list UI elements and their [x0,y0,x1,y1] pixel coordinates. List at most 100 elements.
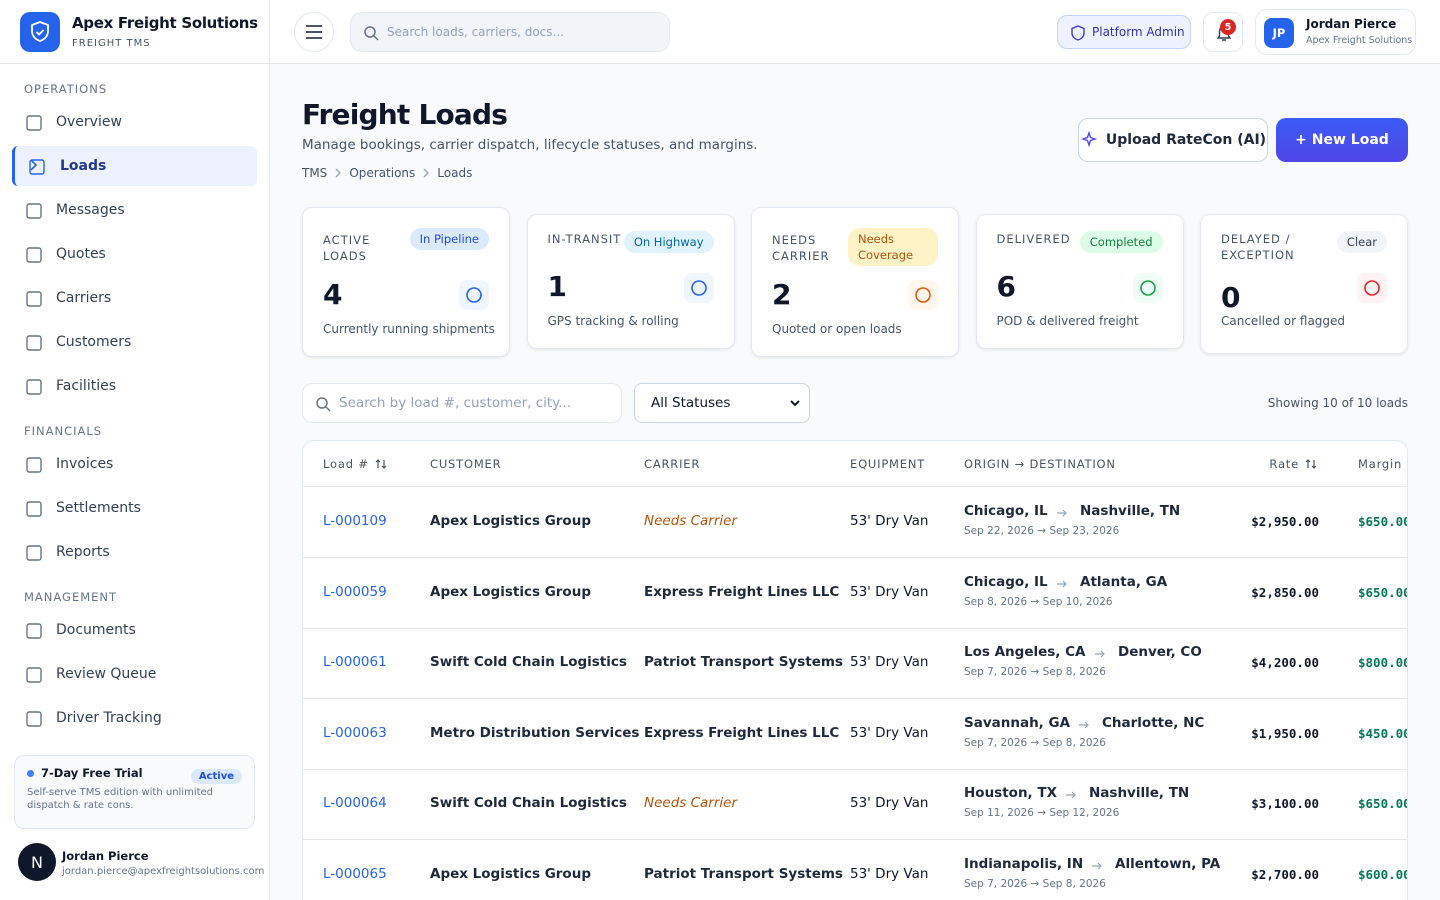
carrier: Patriot Transport Systems [644,654,843,671]
column-label: Margin [1358,456,1403,471]
stat-icon [683,273,714,303]
equipment: 53' Dry Van [850,866,929,882]
account-email: jordan.pierce@apexfreightsolutions.com [62,866,265,877]
column-label: EQUIPMENT [850,456,926,471]
brand-name: Apex Freight Solutions [72,14,258,32]
load-id[interactable]: L-000065 [323,866,387,882]
nav-item[interactable]: Driver Tracking [12,698,257,738]
load-id[interactable]: L-000063 [323,724,387,741]
nav-label: Invoices [56,456,114,472]
nav-item[interactable]: Loads [12,146,257,186]
page-title: Freight Loads [302,98,508,131]
breadcrumb[interactable]: Loads [437,166,473,180]
nav-item[interactable]: Review Queue [12,654,257,694]
equipment: 53' Dry Van [850,654,929,671]
carrier: Express Freight Lines LLC [644,724,840,741]
nav-item[interactable]: Settlements [12,488,257,528]
column-header: CUSTOMER [430,441,501,486]
topbar: Search loads, carriers, docs... Platform… [270,0,1440,64]
stat-value: 1 [547,270,567,303]
nav: OPERATIONS Overview Loads Messages Quotes Car… [0,64,269,740]
nav-label: Driver Tracking [56,710,162,726]
header-divider [303,486,1407,487]
destination: Nashville, TN [1080,503,1181,519]
nav-item[interactable]: Reports [12,532,257,572]
stat-icon [1132,273,1163,303]
stat-card: DELIVERED Completed 6 POD & delivered freig… [975,214,1184,349]
stat-card: DELAYED / EXCEPTION Clear 0 Cancelled or fl… [1200,214,1408,354]
nav-item[interactable]: Facilities [12,366,257,406]
rate: $3,100.00 [1251,796,1319,812]
load-id[interactable]: L-000109 [323,513,387,529]
rate: $4,200.00 [1251,655,1319,671]
notifications[interactable]: 5 [1203,12,1243,52]
stat-label: ACTIVE LOADS [323,233,371,263]
nav-label: Reports [56,544,110,560]
user-menu[interactable]: JP Jordan Pierce Apex Freight Solutions [1255,9,1416,55]
breadcrumb[interactable]: Operations [349,166,416,180]
column-header[interactable]: Load # [323,441,387,486]
trial-text: Self-serve TMS edition with unlimited di… [27,787,214,811]
admin-badge[interactable]: Platform Admin [1057,15,1191,49]
stat-label: IN-TRANSIT [547,232,622,246]
nav-label: Messages [56,202,125,218]
column-header: Margin [1358,441,1402,486]
brand: Apex Freight Solutions FREIGHT TMS [0,0,269,64]
equipment: 53' Dry Van [850,795,929,812]
stat-value: 6 [996,270,1016,303]
dates: Sep 22, 2026 → Sep 23, 2026 [964,525,1120,537]
breadcrumb[interactable]: TMS [302,166,328,180]
main: Freight Loads Manage bookings, carrier d… [270,64,1440,900]
nav-item[interactable]: Invoices [12,444,257,484]
customer: Apex Logistics Group [430,583,591,600]
route-arrow [1065,788,1077,804]
load-search[interactable]: Search by load #, customer, city... [302,383,622,423]
column-header: EQUIPMENT [850,441,925,486]
nav-section: OPERATIONS [24,82,108,96]
nav-section: MANAGEMENT [24,590,118,604]
new-load-button[interactable]: + New Load [1276,118,1408,162]
nav-label: Overview [56,114,122,130]
user-org: Apex Freight Solutions [1306,35,1413,46]
load-id[interactable]: L-000059 [323,583,387,600]
account[interactable]: N Jordan Pierce jordan.pierce@apexfreigh… [18,843,264,881]
customer: Swift Cold Chain Logistics [430,795,627,812]
nav-item[interactable]: Overview [12,102,257,142]
stat-badge: On Highway [623,231,714,253]
stat-card: NEEDS CARRIER Needs Coverage 2 Quoted or op… [751,207,959,357]
menu-button[interactable] [294,12,334,52]
carrier: Patriot Transport Systems [644,866,843,882]
nav-item[interactable]: Documents [12,610,257,650]
loads-table: Load # CUSTOMER CARRIER EQUIPMENT ORIGIN → D… [302,440,1408,900]
rate: $2,850.00 [1251,584,1319,600]
nav-item[interactable]: Messages [12,190,257,230]
column-label: ORIGIN → DESTINATION [964,456,1116,471]
logo [20,12,60,52]
nav-item[interactable]: Customers [12,322,257,362]
dates: Sep 8, 2026 → Sep 10, 2026 [964,595,1113,608]
nav-item[interactable]: Quotes [12,234,257,274]
carrier: Needs Carrier [644,795,738,812]
status-value: All Statuses [651,395,731,411]
origin: Chicago, IL [964,503,1048,519]
column-header: CARRIER [644,441,700,486]
load-id[interactable]: L-000064 [323,795,387,812]
rate: $2,950.00 [1251,514,1319,529]
column-header[interactable]: Rate [1269,441,1317,486]
global-search[interactable]: Search loads, carriers, docs... [350,12,670,52]
destination: Charlotte, NC [1102,714,1205,731]
rate: $2,700.00 [1251,867,1319,882]
column-label: Rate [1269,456,1299,471]
account-name: Jordan Pierce [62,849,149,863]
status-select[interactable]: All Statuses [634,383,810,423]
upload-label: Upload RateCon (AI) [1105,132,1267,148]
account-avatar: N [18,843,56,881]
upload-button[interactable]: Upload RateCon (AI) [1078,118,1268,162]
route-arrow [1091,859,1103,875]
dates: Sep 11, 2026 → Sep 12, 2026 [964,807,1120,820]
origin: Los Angeles, CA [964,644,1086,661]
stat-caption: GPS tracking & rolling [547,314,679,328]
nav-item[interactable]: Carriers [12,278,257,318]
load-id[interactable]: L-000061 [323,654,387,671]
breadcrumbs: TMS Operations Loads [302,166,472,180]
